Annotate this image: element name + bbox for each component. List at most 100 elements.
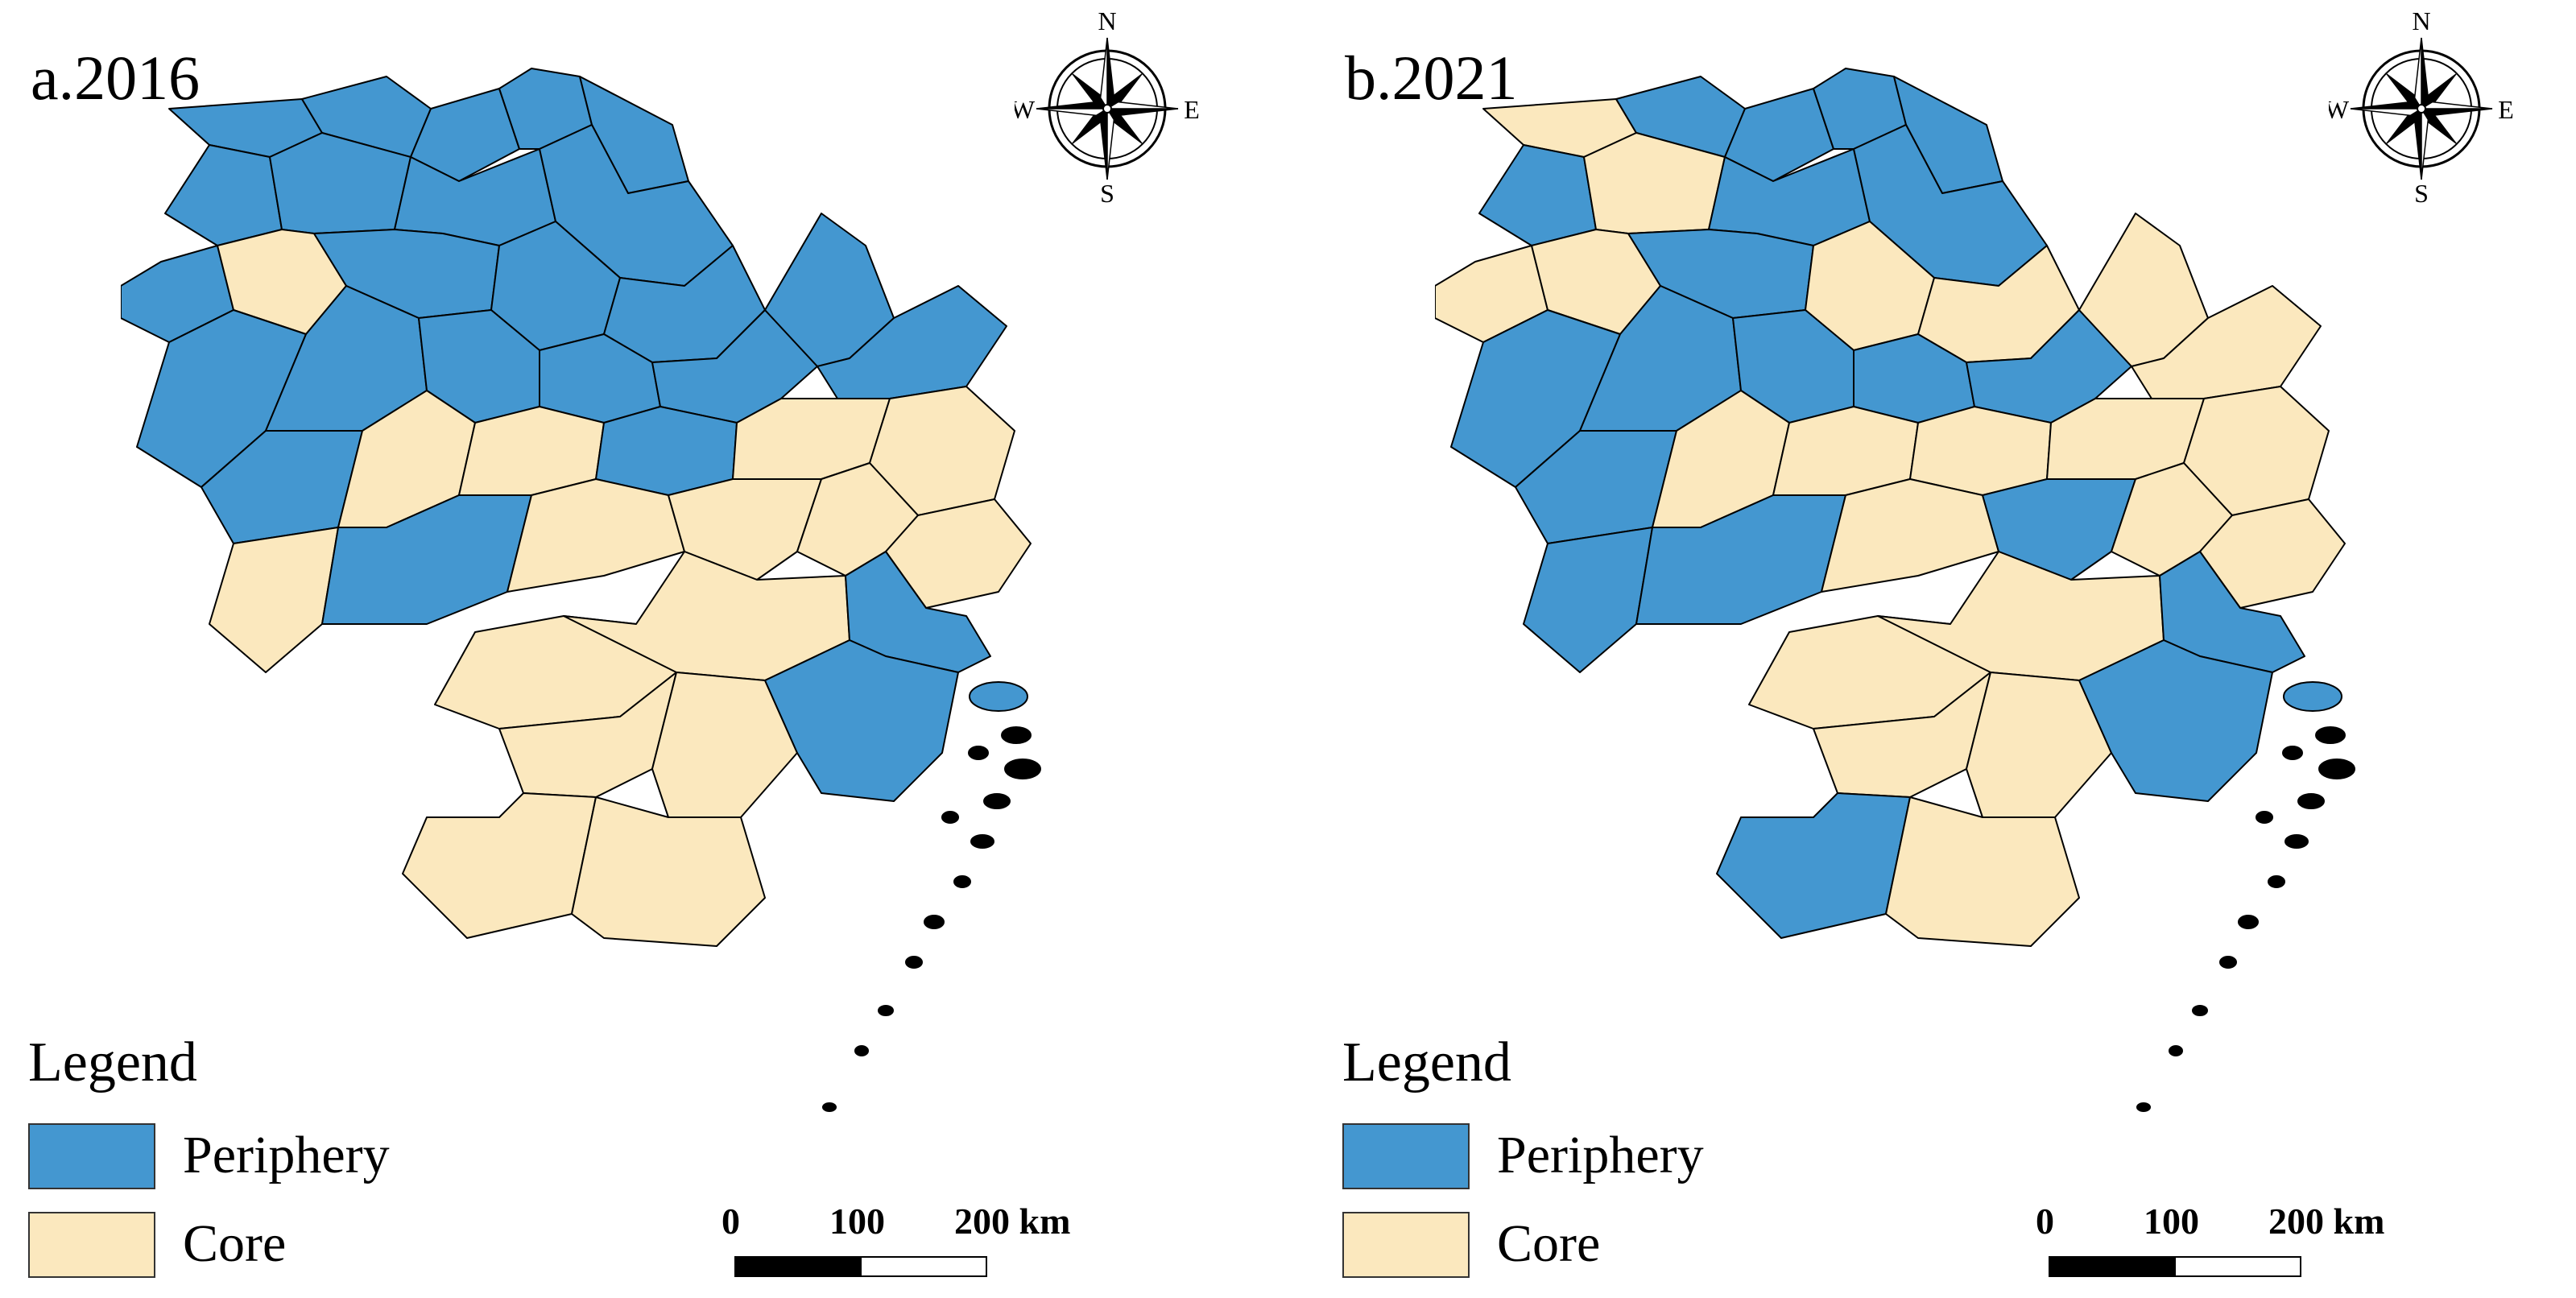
legend-item-core: Core [1342,1212,1826,1284]
region-map [121,68,1041,1112]
compass-point-major [2419,108,2493,117]
compass-label-west: W [2329,95,2350,124]
coastal-island [2284,834,2309,849]
compass-point-major [2350,101,2424,110]
region-r25-core [1909,406,2052,496]
region-r6-periphery [164,144,283,246]
compass-label-south: S [2414,179,2429,205]
compass-point-major [1106,37,1115,111]
compass-point-major [2350,108,2424,117]
compass-label-north: N [2412,12,2430,35]
legend-title: Legend [1342,1031,1511,1093]
legend-label-periphery: Periphery [183,1126,390,1184]
region-r40-core [571,796,766,947]
coastal-island [2256,811,2273,824]
region-r3-periphery [410,88,520,182]
legend-item-periphery: Periphery [28,1123,511,1196]
compass-rose-icon: N S E W [1015,12,1200,205]
region-r39-periphery [1716,792,1911,939]
legend-label-periphery: Periphery [1497,1126,1704,1184]
coastal-island [924,915,945,929]
map-panel-2016: a.2016 N S E W Legend Periphery Core 0 100 … [28,12,1200,1288]
coastal-island [2219,956,2237,969]
compass-point-major [1099,106,1108,180]
compass-point-major [1099,37,1108,111]
legend-item-core: Core [28,1212,511,1284]
legend-label-core: Core [183,1214,287,1273]
coastal-island [822,1102,837,1112]
coastal-island [2282,746,2303,760]
compass-point-major [2419,101,2493,110]
compass-label-east: E [2498,95,2514,124]
coastal-island [854,1045,869,1056]
coastal-island [2169,1045,2183,1056]
coastal-island [970,834,994,849]
compass-label-north: N [1098,12,1116,35]
scale-bar: 0 100 200 km [2023,1200,2384,1288]
coastal-island [2268,875,2285,888]
legend-swatch-core [1342,1212,1470,1278]
scale-segment-black [734,1256,862,1277]
compass-point-major [2413,106,2422,180]
region-r6-periphery [1478,144,1597,246]
compass-label-east: E [1184,95,1200,124]
region-map [1435,68,2355,1112]
coastal-island [905,956,923,969]
legend-swatch-periphery [1342,1123,1470,1189]
region-r28-periphery [1523,527,1653,673]
scale-segment-white [2174,1256,2301,1277]
coastal-island [1001,726,1032,744]
scale-tick-100: 100 [829,1201,885,1242]
compass-rose-icon: N S E W [2329,12,2514,205]
coastal-island [983,793,1011,809]
map-panel-2021: b.2021 N S E W Legend Periphery Core 0 100 … [1314,0,2576,1298]
panel-title: b.2021 [1345,43,1518,113]
region-r41-periphery [2078,639,2273,802]
region-r30-core [1821,478,1999,593]
coastal-island [941,811,959,824]
compass-center [1102,104,1112,114]
coastal-island [969,681,1028,712]
region-r40-core [1885,796,2080,947]
scale-bar: 0 100 200 km [709,1200,1070,1288]
coastal-island [2136,1102,2151,1112]
compass-point-major [1036,101,1110,110]
scale-tick-200: 200 km [954,1201,1071,1242]
legend-title: Legend [28,1031,197,1093]
coastal-island [2192,1005,2208,1016]
region-r41-periphery [764,639,959,802]
scale-tick-0: 0 [722,1201,740,1242]
scale-segment-white [860,1256,987,1277]
coastal-island [878,1005,894,1016]
scale-tick-0: 0 [2036,1201,2054,1242]
region-r25-periphery [595,406,738,496]
coastal-island [2238,915,2259,929]
legend-label-core: Core [1497,1214,1601,1273]
compass-label-west: W [1015,95,1036,124]
compass-point-major [2421,106,2429,180]
compass-point-major [2421,37,2429,111]
scale-segment-black [2049,1256,2176,1277]
coastal-island [2318,759,2355,779]
coastal-island [953,875,971,888]
compass-point-major [1106,106,1115,180]
coastal-island [968,746,989,760]
coastal-island [1004,759,1041,779]
legend-swatch-core [28,1212,155,1278]
compass-point-major [1105,108,1179,117]
compass-center [2417,104,2426,114]
compass-label-south: S [1100,179,1114,205]
compass-point-major [2413,37,2422,111]
scale-tick-200: 200 km [2268,1201,2385,1242]
coastal-island [2315,726,2346,744]
legend-swatch-periphery [28,1123,155,1189]
region-r39-core [402,792,597,939]
region-r30-core [507,478,685,593]
region-r3-periphery [1724,88,1834,182]
panel-title: a.2016 [31,43,201,113]
scale-tick-100: 100 [2144,1201,2199,1242]
compass-point-major [1105,101,1179,110]
region-r28-core [209,527,339,673]
legend-item-periphery: Periphery [1342,1123,1826,1196]
compass-point-major [1036,108,1110,117]
